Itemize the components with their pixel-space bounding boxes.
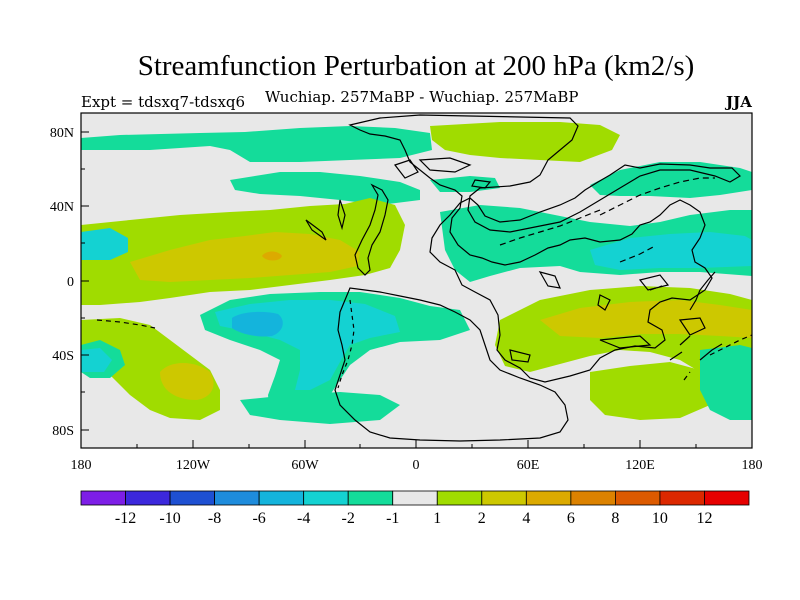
colorbar-swatch bbox=[125, 490, 171, 506]
colorbar-label: 6 bbox=[567, 510, 575, 527]
colorbar-swatch bbox=[436, 490, 483, 506]
coastline-island-5 bbox=[597, 294, 611, 311]
contour-sh-cyan-west bbox=[81, 348, 112, 372]
contour-pacific-cyan bbox=[81, 228, 128, 260]
subtitle-label: Wuchiap. 257MaBP - Wuchiap. 257MaBP bbox=[265, 88, 579, 106]
contour-indian-olive bbox=[540, 300, 752, 338]
colorbar-label: 12 bbox=[696, 510, 712, 527]
coastline-island-11 bbox=[394, 159, 419, 179]
colorbar-swatch bbox=[704, 490, 750, 506]
lat-label-eq: 0 bbox=[67, 275, 74, 290]
coastline-central-america bbox=[354, 183, 389, 276]
map-title: Streamfunction Perturbation at 200 hPa (… bbox=[137, 50, 695, 82]
coastline-sh-east-dashes bbox=[683, 334, 752, 381]
contour-nh-tropics-orange bbox=[262, 251, 282, 261]
colorbar-swatch bbox=[525, 490, 572, 506]
colorbar-label: -1 bbox=[386, 510, 399, 527]
lat-axis-labels: 80N 40N 0 40S 80S bbox=[50, 126, 74, 439]
contour-far-south-green bbox=[240, 392, 400, 424]
contour-arctic-lime bbox=[430, 122, 620, 162]
coastline-east-arc bbox=[669, 271, 723, 361]
colorbar-label: 10 bbox=[652, 510, 668, 527]
colorbar-labels: -12 -10 -8 -6 -4 -2 -1 1 2 4 6 8 10 12 bbox=[115, 510, 713, 527]
colorbar-swatch bbox=[481, 490, 527, 506]
contour-nh-tropics-olive bbox=[130, 232, 360, 282]
lon-label-60w: 60W bbox=[291, 458, 319, 473]
colorbar-label: -2 bbox=[342, 510, 355, 527]
colorbar-swatch bbox=[169, 490, 215, 506]
contour-australia-green bbox=[700, 345, 752, 420]
lat-label-80s: 80S bbox=[52, 424, 74, 439]
colorbar-label: -10 bbox=[159, 510, 180, 527]
experiment-label: Expt = tdsxq7-tdsxq6 bbox=[81, 93, 246, 111]
coastline-pangaea bbox=[348, 114, 741, 383]
colorbar-swatch bbox=[347, 490, 394, 506]
contour-north-band-green bbox=[230, 172, 420, 205]
colorbar-label: -6 bbox=[252, 510, 265, 527]
colorbar-label: 2 bbox=[478, 510, 486, 527]
coastline-island-6 bbox=[509, 349, 531, 363]
lon-label-120e: 120E bbox=[625, 458, 655, 473]
lat-label-40n: 40N bbox=[50, 200, 74, 215]
coastline-tethys-dashes bbox=[499, 177, 715, 291]
colorbar bbox=[80, 490, 750, 506]
coastline-island-7 bbox=[599, 335, 652, 349]
colorbar-swatch bbox=[659, 490, 705, 506]
coastline-south-dashes bbox=[96, 319, 156, 329]
lon-label-180w: 180 bbox=[71, 458, 92, 473]
lat-label-80n: 80N bbox=[50, 126, 74, 141]
lon-label-0: 0 bbox=[413, 458, 420, 473]
contour-asia-green bbox=[590, 162, 752, 198]
contour-arctic-green-west bbox=[81, 126, 432, 162]
contour-sh-olive bbox=[160, 363, 214, 400]
lat-label-40s: 40S bbox=[52, 349, 74, 364]
colorbar-label: 1 bbox=[433, 510, 441, 527]
colorbar-label: -8 bbox=[208, 510, 221, 527]
colorbar-swatch bbox=[258, 490, 305, 506]
map-plot-area bbox=[81, 113, 752, 448]
colorbar-swatch bbox=[214, 490, 260, 506]
season-label: JJA bbox=[726, 93, 752, 111]
colorbar-swatch bbox=[303, 490, 349, 506]
colorbar-label: -4 bbox=[297, 510, 310, 527]
colorbar-label: -12 bbox=[115, 510, 136, 527]
coastline-island-4 bbox=[538, 271, 561, 289]
coastline-island-2 bbox=[305, 219, 327, 241]
colorbar-label: 4 bbox=[522, 510, 530, 527]
coastline-island-9 bbox=[678, 317, 706, 336]
colorbar-label: 8 bbox=[611, 510, 619, 527]
contour-south-blue-cyan bbox=[232, 311, 283, 337]
contour-southern-green-small bbox=[740, 352, 752, 372]
contour-indian-cyan bbox=[590, 232, 752, 270]
contour-southern-ocean-lime bbox=[590, 362, 720, 420]
lon-label-120w: 120W bbox=[176, 458, 211, 473]
coastline-island-3 bbox=[471, 179, 492, 189]
coastline-island-8 bbox=[638, 274, 670, 291]
colorbar-swatch bbox=[80, 490, 126, 506]
lon-label-180e: 180 bbox=[742, 458, 763, 473]
colorbar-swatch bbox=[392, 490, 438, 506]
coastline-south-america bbox=[334, 287, 569, 442]
tick-marks bbox=[80, 131, 753, 448]
coastline-island-10 bbox=[418, 157, 472, 173]
coastlines bbox=[96, 114, 752, 442]
colorbar-swatch bbox=[570, 490, 616, 506]
coastline-island-1 bbox=[337, 199, 346, 231]
lon-label-60e: 60E bbox=[517, 458, 540, 473]
lon-axis-labels: 180 120W 60W 0 60E 120E 180 bbox=[71, 458, 763, 473]
colorbar-swatch bbox=[615, 490, 661, 506]
